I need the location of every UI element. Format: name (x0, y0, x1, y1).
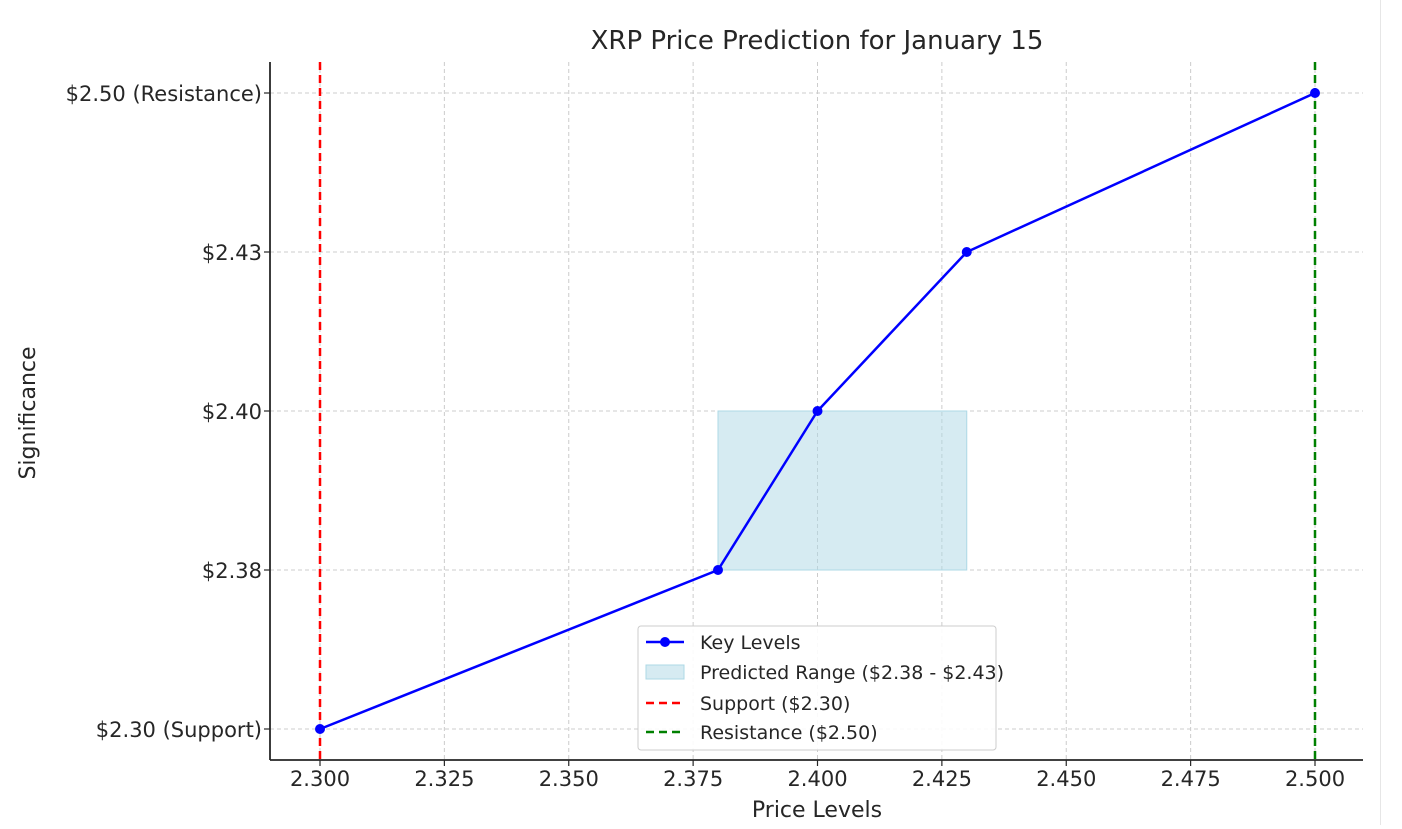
y-tick-label: $2.38 (202, 559, 262, 583)
key-level-point (1310, 88, 1320, 98)
key-level-point (961, 247, 972, 257)
region-layer (717, 410, 968, 571)
legend-label: Key Levels (700, 632, 801, 654)
key-level-point (315, 724, 325, 734)
y-axis-label: Significance (16, 346, 41, 479)
x-tick-label: 2.500 (1285, 767, 1345, 791)
x-tick-label: 2.300 (290, 767, 350, 791)
x-tick-label: 2.375 (663, 767, 723, 791)
x-tick-label: 2.350 (539, 767, 599, 791)
y-tick-label: $2.40 (202, 400, 262, 424)
y-tick-label: $2.50 (Resistance) (66, 82, 262, 106)
y-tick-label: $2.43 (202, 241, 262, 265)
chart-title: XRP Price Prediction for January 15 (591, 26, 1044, 56)
x-tick-label: 2.425 (912, 767, 972, 791)
legend-marker-key-levels (660, 637, 670, 647)
x-tick-label: 2.400 (787, 767, 847, 791)
key-level-point (812, 406, 823, 416)
y-tick-label: $2.30 (Support) (96, 718, 262, 742)
x-axis-label: Price Levels (752, 798, 882, 823)
right-edge-divider (1380, 0, 1381, 825)
legend-label: Predicted Range ($2.38 - $2.43) (700, 662, 1004, 684)
legend-label: Resistance ($2.50) (700, 722, 878, 744)
x-tick-label: 2.450 (1036, 767, 1096, 791)
legend-swatch-predicted-range (645, 664, 685, 680)
axis-layer: 2.300 2.325 2.350 2.375 2.400 2.425 2.450 2.475… (66, 62, 1363, 791)
legend-label: Support ($2.30) (700, 693, 850, 715)
legend: Key Levels Predicted Range ($2.38 - $2.43… (637, 625, 1004, 751)
x-tick-label: 2.325 (414, 767, 474, 791)
series-layer (315, 88, 1320, 734)
legend-box (637, 625, 997, 751)
key-level-point (713, 565, 723, 575)
x-tick-label: 2.475 (1161, 767, 1221, 791)
predicted-range-region (717, 410, 968, 571)
